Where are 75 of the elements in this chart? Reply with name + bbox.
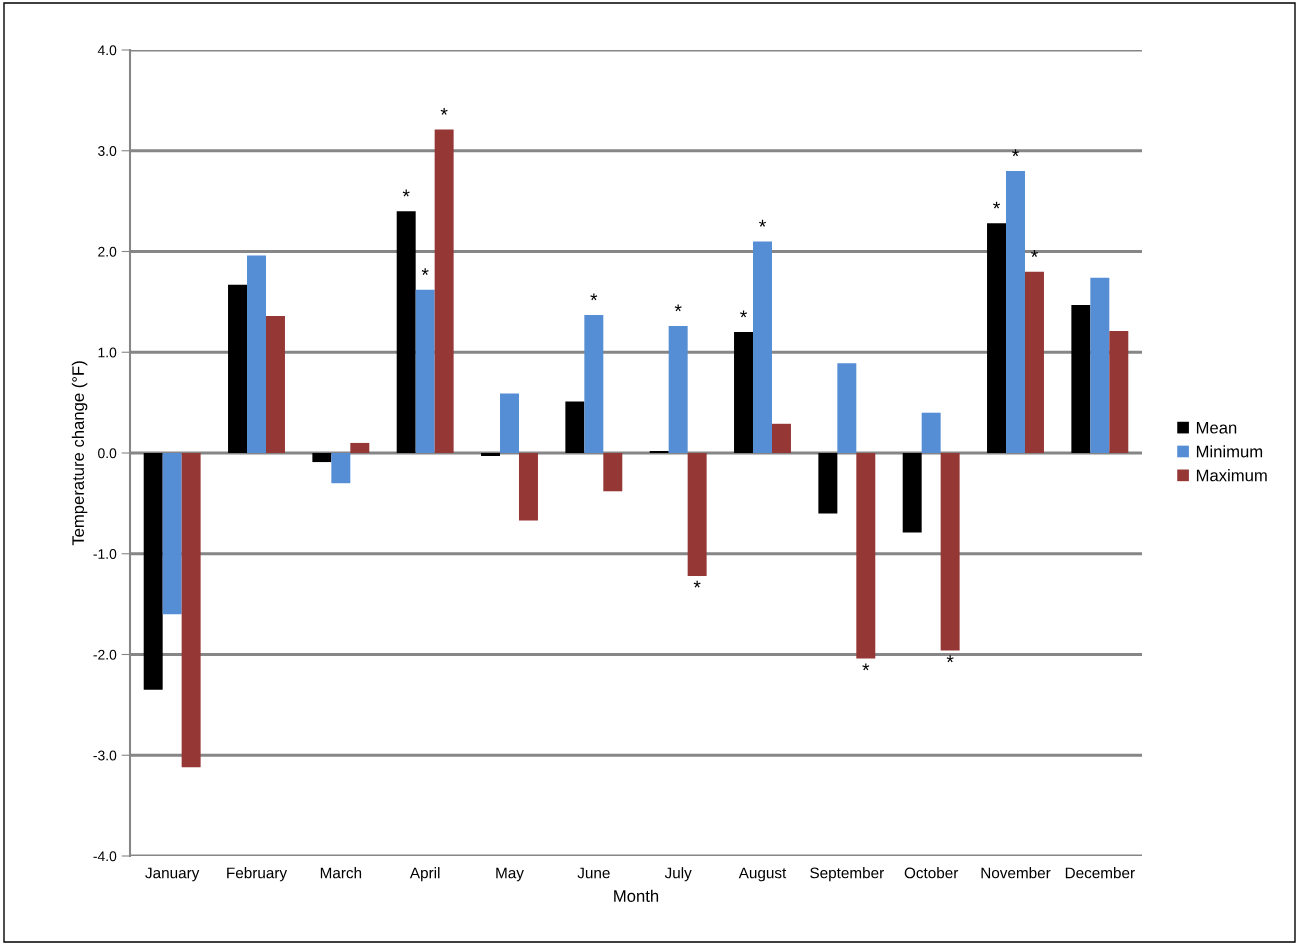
data-label: * [674, 304, 682, 312]
y-tick-label: -3.0 [93, 750, 117, 761]
bar [265, 315, 285, 453]
bar [162, 453, 182, 615]
bar [921, 412, 941, 453]
y-axis-title: Temperature change (°F) [71, 361, 88, 546]
x-tick-label: April [409, 867, 440, 882]
bar [143, 453, 163, 690]
bar [518, 453, 538, 521]
data-label: * [759, 219, 766, 227]
x-tick-label: October [904, 867, 959, 879]
legend-label: Mean [1196, 421, 1237, 434]
data-label: * [421, 268, 429, 276]
x-tick-label: March [320, 867, 362, 879]
bar [415, 289, 435, 453]
y-tick-label: 0.0 [98, 448, 117, 459]
bar [687, 453, 707, 576]
bar [500, 393, 519, 453]
legend-label: Maximum [1196, 469, 1267, 482]
bar [818, 453, 838, 514]
data-label: * [1012, 149, 1019, 157]
data-label: * [993, 201, 1001, 209]
data-label: * [402, 189, 410, 197]
data-label: * [440, 108, 448, 115]
x-tick-label: September [810, 867, 884, 882]
bar [1071, 304, 1091, 453]
y-tick-label: 3.0 [98, 146, 117, 156]
x-tick-label: May [496, 867, 524, 882]
bar [987, 223, 1007, 453]
bar [584, 314, 604, 453]
bar [312, 453, 332, 463]
bar [228, 284, 248, 453]
bar [837, 363, 857, 453]
bar [1006, 170, 1025, 453]
y-tick-label: 1.0 [98, 347, 117, 358]
bar [247, 255, 266, 453]
data-label: * [693, 580, 701, 588]
data-label: * [590, 293, 598, 301]
bar [396, 211, 416, 453]
y-tick-label: 2.0 [98, 246, 117, 257]
bar [331, 453, 351, 484]
bar [1109, 331, 1129, 453]
x-tick-label: August [738, 867, 787, 882]
bar [481, 453, 501, 457]
bar [350, 442, 370, 453]
bar [668, 326, 688, 453]
data-label: * [862, 663, 870, 671]
y-tick-label: -4.0 [93, 851, 117, 862]
x-tick-label: June [577, 867, 610, 879]
bar [434, 129, 454, 453]
bar [902, 453, 922, 533]
bar [565, 401, 585, 453]
bar [771, 423, 791, 453]
bar [649, 450, 669, 453]
data-label: * [946, 655, 954, 663]
bar [1090, 277, 1110, 453]
data-label: * [1031, 250, 1038, 257]
x-tick-label: July [664, 867, 692, 882]
x-axis-title: Month [614, 889, 659, 902]
x-tick-label: November [981, 867, 1051, 879]
y-tick-label: 4.0 [97, 45, 117, 56]
bar [1024, 271, 1044, 453]
bar [940, 453, 960, 651]
bar [753, 241, 772, 453]
x-tick-label: February [227, 867, 288, 882]
y-tick-label: -2.0 [93, 649, 117, 660]
bar [603, 453, 623, 492]
legend-label: Minimum [1196, 445, 1263, 458]
x-tick-label: December [1065, 867, 1135, 879]
x-tick-label: January [145, 867, 200, 882]
y-tick-label: -1.0 [93, 549, 117, 559]
bar [734, 332, 754, 453]
bar [856, 453, 876, 659]
data-label: * [740, 310, 748, 318]
bar [181, 453, 201, 768]
